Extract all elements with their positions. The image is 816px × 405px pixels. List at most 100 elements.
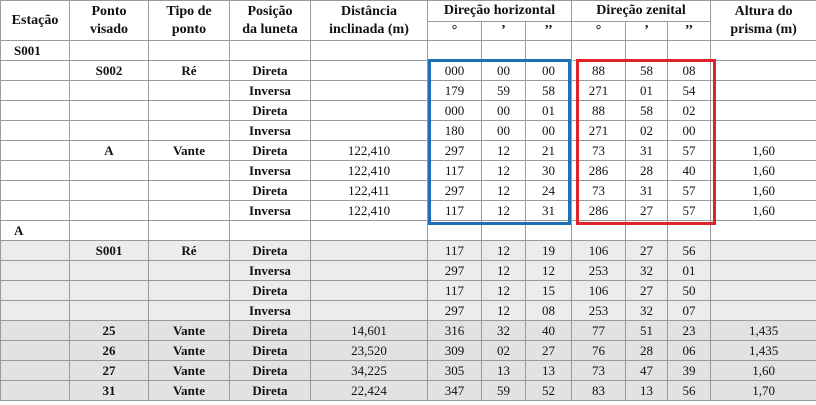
cell-estacao — [0, 260, 70, 281]
cell-zn-seconds: 06 — [667, 340, 712, 361]
cell-tipo-de-ponto: Vante — [148, 340, 230, 361]
cell-tipo-de-ponto — [148, 80, 230, 101]
table-row: Inversa 122,410 117 12 30 286 28 40 1,60 — [0, 160, 816, 181]
cell-zn-seconds: 56 — [667, 240, 712, 261]
cell-zn-degrees: 73 — [571, 140, 627, 161]
cell-hz-minutes: 12 — [481, 140, 526, 161]
cell-estacao — [0, 380, 70, 401]
cell-hz-seconds: 12 — [524, 260, 573, 281]
cell-tipo-de-ponto: Ré — [148, 60, 230, 81]
cell-hz-degrees: 179 — [427, 80, 482, 101]
cell-altura-prisma: 1,60 — [710, 180, 816, 201]
cell-hz-degrees: 347 — [427, 380, 482, 401]
header-hz-minutes: ’ — [481, 21, 526, 41]
header-zn-seconds: ’’ — [667, 21, 712, 41]
cell-posicao-luneta: Direta — [229, 140, 311, 161]
cell-hz-minutes: 00 — [481, 120, 526, 141]
cell-hz-minutes — [481, 220, 526, 241]
cell-estacao: A — [0, 220, 70, 241]
cell-zn-minutes: 58 — [625, 60, 669, 81]
cell-altura-prisma — [710, 80, 816, 101]
cell-hz-degrees: 297 — [427, 300, 482, 321]
cell-zn-minutes: 32 — [625, 260, 669, 281]
cell-zn-seconds: 56 — [667, 380, 712, 401]
table-row: Inversa 297 12 12 253 32 01 — [0, 260, 816, 281]
cell-distancia: 23,520 — [310, 340, 428, 361]
cell-hz-seconds: 58 — [524, 80, 573, 101]
cell-tipo-de-ponto: Vante — [148, 320, 230, 341]
header-hz-seconds: ’’ — [524, 21, 573, 41]
header-distancia-line1: Distância — [341, 3, 397, 19]
header-ponto-visado-line1: Ponto — [91, 3, 127, 19]
cell-altura-prisma — [710, 40, 816, 61]
cell-hz-degrees — [427, 220, 482, 241]
cell-ponto-visado: S001 — [69, 240, 149, 261]
cell-zn-minutes: 47 — [625, 360, 669, 381]
cell-hz-degrees: 297 — [427, 180, 482, 201]
cell-zn-seconds: 57 — [667, 200, 712, 221]
header-posicao-luneta: Posição da luneta — [229, 0, 311, 41]
cell-hz-seconds: 01 — [524, 100, 573, 121]
cell-estacao — [0, 300, 70, 321]
cell-hz-seconds: 00 — [524, 120, 573, 141]
cell-tipo-de-ponto — [148, 40, 230, 61]
cell-estacao — [0, 180, 70, 201]
cell-distancia: 122,410 — [310, 160, 428, 181]
cell-hz-seconds: 21 — [524, 140, 573, 161]
cell-zn-seconds — [667, 40, 712, 61]
cell-posicao-luneta: Inversa — [229, 200, 311, 221]
cell-zn-degrees — [571, 40, 627, 61]
header-tipo-line2: ponto — [171, 21, 207, 37]
cell-posicao-luneta: Inversa — [229, 260, 311, 281]
header-estacao-label: Estação — [11, 12, 59, 28]
cell-zn-seconds: 54 — [667, 80, 712, 101]
cell-distancia — [310, 280, 428, 301]
cell-ponto-visado — [69, 160, 149, 181]
cell-posicao-luneta: Inversa — [229, 160, 311, 181]
cell-posicao-luneta: Direta — [229, 320, 311, 341]
cell-estacao — [0, 120, 70, 141]
cell-altura-prisma: 1,435 — [710, 340, 816, 361]
cell-ponto-visado — [69, 200, 149, 221]
cell-tipo-de-ponto: Vante — [148, 140, 230, 161]
cell-hz-minutes — [481, 40, 526, 61]
cell-ponto-visado — [69, 180, 149, 201]
cell-hz-degrees: 305 — [427, 360, 482, 381]
cell-zn-degrees: 106 — [571, 240, 627, 261]
cell-altura-prisma: 1,60 — [710, 200, 816, 221]
cell-posicao-luneta: Direta — [229, 340, 311, 361]
cell-hz-minutes: 12 — [481, 240, 526, 261]
cell-hz-minutes: 12 — [481, 280, 526, 301]
cell-estacao — [0, 140, 70, 161]
header-direcao-zenital: Direção zenital — [571, 0, 712, 22]
table-row: Direta 000 00 01 88 58 02 — [0, 100, 816, 121]
table-row: 25 Vante Direta 14,601 316 32 40 77 51 23 1,435 — [0, 320, 816, 341]
header-tipo-line1: Tipo de — [166, 3, 212, 19]
cell-zn-degrees: 286 — [571, 200, 627, 221]
cell-ponto-visado: 26 — [69, 340, 149, 361]
cell-estacao — [0, 80, 70, 101]
cell-hz-degrees — [427, 40, 482, 61]
table-row: Inversa 180 00 00 271 02 00 — [0, 120, 816, 141]
cell-hz-degrees: 117 — [427, 200, 482, 221]
cell-hz-seconds: 52 — [524, 380, 573, 401]
cell-tipo-de-ponto — [148, 300, 230, 321]
header-altura-line2: prisma (m) — [730, 21, 797, 37]
cell-posicao-luneta: Direta — [229, 280, 311, 301]
header-posicao-line2: da luneta — [242, 21, 298, 37]
cell-hz-degrees: 000 — [427, 60, 482, 81]
cell-distancia — [310, 260, 428, 281]
cell-distancia — [310, 220, 428, 241]
cell-hz-minutes: 12 — [481, 180, 526, 201]
table-row: S002 Ré Direta 000 00 00 88 58 08 — [0, 60, 816, 81]
cell-zn-degrees — [571, 220, 627, 241]
cell-distancia: 22,424 — [310, 380, 428, 401]
table-row: S001 — [0, 40, 816, 61]
cell-zn-seconds: 57 — [667, 140, 712, 161]
cell-zn-seconds: 07 — [667, 300, 712, 321]
cell-posicao-luneta: Direta — [229, 180, 311, 201]
cell-zn-seconds: 01 — [667, 260, 712, 281]
cell-zn-degrees: 106 — [571, 280, 627, 301]
cell-zn-seconds: 50 — [667, 280, 712, 301]
cell-hz-seconds: 27 — [524, 340, 573, 361]
